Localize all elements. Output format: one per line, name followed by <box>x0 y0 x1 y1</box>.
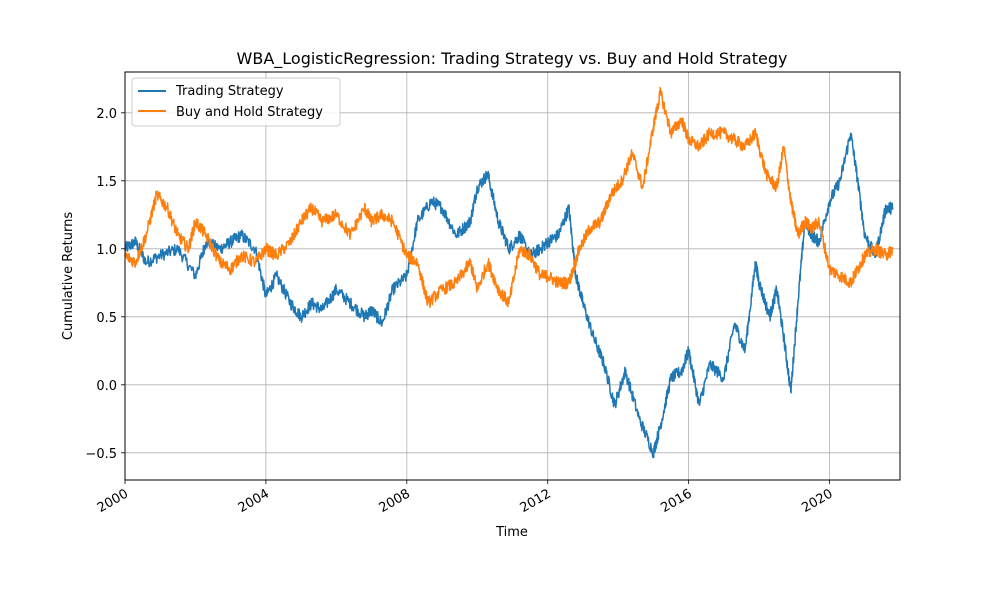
legend-box <box>131 77 341 127</box>
y-tick-label: −0.5 <box>85 447 117 462</box>
x-axis-title: Time <box>495 525 528 540</box>
series-lines <box>124 86 894 459</box>
y-tick-label: 1.0 <box>96 243 117 258</box>
legend-label-trading-strategy: Trading Strategy <box>175 84 284 99</box>
y-tick-label: 0.5 <box>96 311 117 326</box>
series-line-trading-strategy <box>124 132 894 459</box>
y-tick-label: 2.0 <box>96 107 117 122</box>
series-line-buy-and-hold-strategy <box>124 86 894 309</box>
y-tick-label: 1.5 <box>96 175 117 190</box>
plot-area-frame <box>124 71 901 481</box>
legend-label-buy-and-hold: Buy and Hold Strategy <box>176 105 323 120</box>
y-axis-title: Cumulative Returns <box>61 212 76 340</box>
y-tick-label: 0.0 <box>96 379 117 394</box>
chart-title: WBA_LogisticRegression: Trading Strategy… <box>237 49 788 69</box>
legend: Trading Strategy Buy and Hold Strategy <box>131 77 341 127</box>
